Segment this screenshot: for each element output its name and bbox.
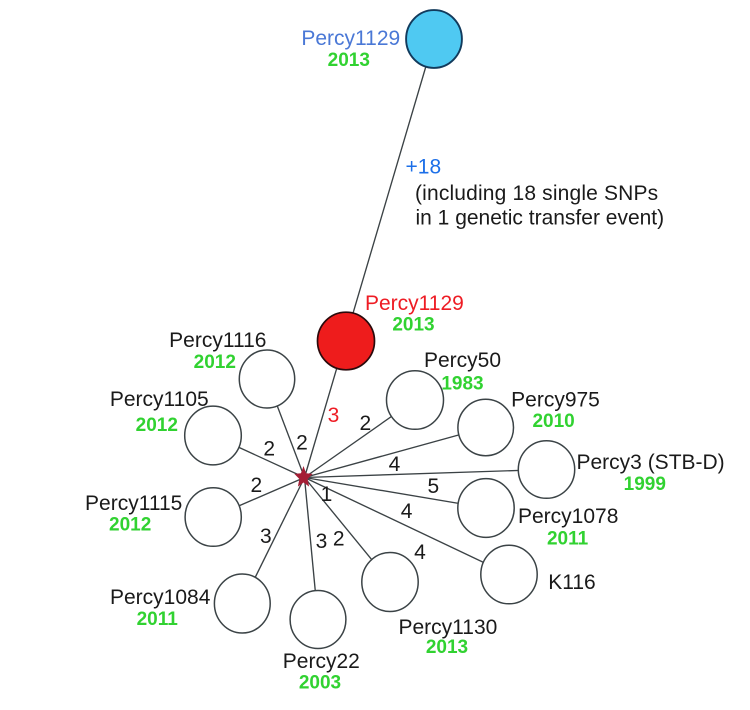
svg-text:4: 4 [414, 541, 426, 564]
svg-text:+18: +18 [406, 156, 442, 179]
svg-text:2011: 2011 [137, 609, 179, 630]
svg-text:Percy1129: Percy1129 [365, 292, 464, 315]
svg-text:1983: 1983 [441, 374, 483, 395]
svg-text:Percy1130: Percy1130 [398, 616, 497, 639]
svg-text:2013: 2013 [328, 50, 370, 71]
svg-text:Percy1078: Percy1078 [518, 505, 618, 528]
svg-text:3: 3 [260, 525, 272, 548]
svg-text:2012: 2012 [136, 415, 178, 436]
svg-text:Percy1084: Percy1084 [110, 586, 211, 609]
svg-text:(including 18 single SNPs: (including 18 single SNPs [415, 182, 658, 205]
svg-text:2: 2 [333, 527, 345, 550]
svg-text:4: 4 [401, 500, 413, 523]
svg-text:Percy22: Percy22 [283, 650, 360, 673]
svg-text:4: 4 [389, 453, 401, 476]
svg-text:5: 5 [427, 475, 439, 498]
svg-text:Percy1116: Percy1116 [169, 329, 266, 352]
svg-text:K116: K116 [548, 571, 596, 594]
svg-text:Percy3 (STB-D): Percy3 (STB-D) [577, 451, 725, 474]
svg-text:3: 3 [328, 404, 340, 427]
svg-text:Percy1129: Percy1129 [301, 27, 400, 50]
svg-text:2: 2 [251, 474, 263, 497]
svg-text:3: 3 [316, 530, 328, 553]
svg-text:2: 2 [263, 438, 275, 461]
svg-text:2010: 2010 [532, 411, 574, 432]
svg-text:2011: 2011 [547, 529, 589, 550]
svg-text:2013: 2013 [426, 637, 468, 658]
svg-text:2: 2 [296, 432, 308, 455]
svg-text:2: 2 [359, 412, 371, 435]
svg-text:1999: 1999 [624, 474, 666, 495]
svg-text:2003: 2003 [299, 673, 341, 694]
svg-text:2013: 2013 [392, 315, 434, 336]
svg-text:2012: 2012 [109, 515, 151, 536]
svg-text:2012: 2012 [194, 352, 236, 373]
svg-text:1: 1 [321, 483, 333, 506]
svg-text:in 1 genetic transfer event): in 1 genetic transfer event) [416, 207, 665, 230]
svg-text:Percy50: Percy50 [424, 349, 501, 372]
svg-text:Percy975: Percy975 [511, 389, 600, 412]
svg-text:Percy1115: Percy1115 [85, 492, 182, 515]
svg-text:Percy1105: Percy1105 [110, 388, 209, 411]
